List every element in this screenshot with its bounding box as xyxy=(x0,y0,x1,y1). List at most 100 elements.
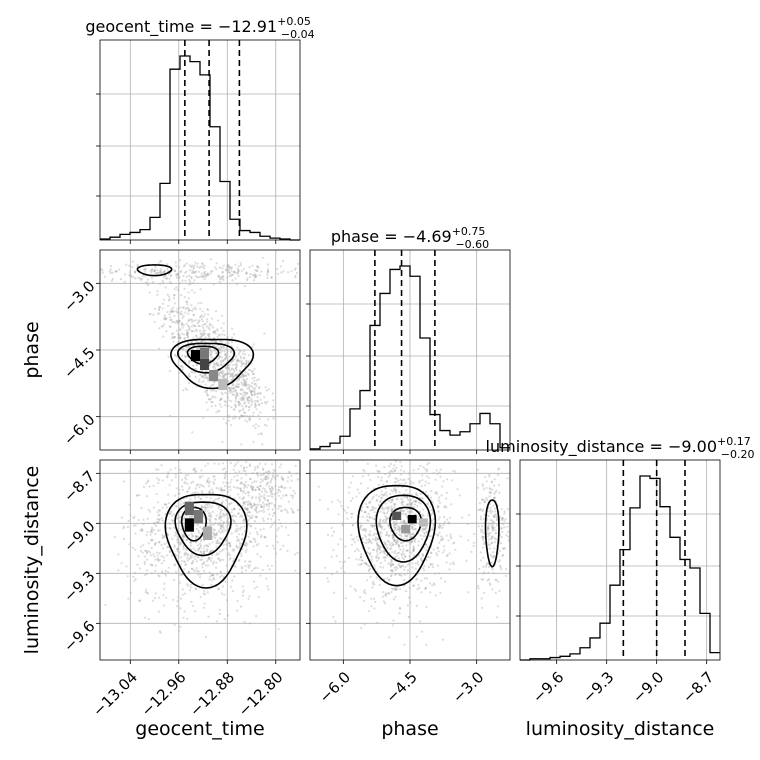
scatter-point xyxy=(262,468,265,471)
scatter-point xyxy=(192,604,195,608)
scatter-point xyxy=(376,547,379,550)
scatter-point xyxy=(220,501,223,505)
scatter-point xyxy=(243,401,247,404)
scatter-point xyxy=(359,527,362,530)
scatter-point xyxy=(198,486,201,489)
scatter-point xyxy=(160,325,163,328)
scatter-point xyxy=(193,291,196,294)
scatter-point xyxy=(431,565,434,569)
scatter-point xyxy=(247,597,250,600)
scatter-point xyxy=(238,376,241,379)
scatter-point xyxy=(417,515,420,518)
scatter-point xyxy=(364,530,367,533)
scatter-point xyxy=(196,544,200,547)
scatter-point xyxy=(273,505,276,508)
scatter-point xyxy=(178,320,181,323)
scatter-point xyxy=(206,318,209,321)
scatter-point xyxy=(212,531,215,534)
scatter-point xyxy=(393,539,396,542)
scatter-point xyxy=(269,494,272,497)
scatter-point xyxy=(245,362,248,365)
scatter-point xyxy=(181,535,184,538)
scatter-point xyxy=(476,585,479,588)
scatter-point xyxy=(260,534,263,537)
scatter-point xyxy=(494,532,497,535)
scatter-point xyxy=(160,271,163,274)
scatter-point xyxy=(366,515,369,518)
scatter-point xyxy=(461,516,464,519)
scatter-point xyxy=(199,576,202,579)
scatter-point xyxy=(389,548,392,551)
scatter-point xyxy=(503,520,506,523)
scatter-point xyxy=(217,529,220,533)
scatter-point xyxy=(247,409,250,412)
scatter-point xyxy=(383,549,386,552)
scatter-point xyxy=(373,532,376,535)
scatter-point xyxy=(159,631,162,634)
scatter-point xyxy=(230,406,233,409)
scatter-point xyxy=(123,480,126,483)
scatter-point xyxy=(183,560,186,563)
scatter-point xyxy=(498,550,501,553)
scatter-point xyxy=(163,314,167,317)
scatter-point xyxy=(402,548,405,551)
scatter-point xyxy=(257,542,260,546)
scatter-point xyxy=(395,588,398,591)
scatter-point xyxy=(193,264,196,267)
scatter-point xyxy=(387,500,391,503)
scatter-point xyxy=(267,418,270,421)
scatter-point xyxy=(277,272,280,275)
scatter-point xyxy=(183,554,186,557)
scatter-point xyxy=(396,539,399,542)
scatter-point xyxy=(243,374,246,377)
scatter-point xyxy=(161,302,164,305)
scatter-point xyxy=(157,313,160,316)
scatter-point xyxy=(191,560,195,563)
scatter-point xyxy=(191,492,194,495)
scatter-point xyxy=(228,271,231,274)
scatter-point xyxy=(211,401,214,404)
scatter-point xyxy=(390,591,393,594)
scatter-point xyxy=(242,398,245,402)
scatter-point xyxy=(430,551,433,554)
scatter-point xyxy=(384,506,388,509)
scatter-point xyxy=(232,271,235,274)
scatter-point xyxy=(230,360,233,363)
scatter-point xyxy=(479,559,483,562)
scatter-point xyxy=(204,564,207,567)
scatter-point xyxy=(186,559,189,562)
scatter-point xyxy=(219,345,223,348)
scatter-point xyxy=(186,330,189,333)
scatter-point xyxy=(160,543,163,547)
scatter-point xyxy=(154,542,157,545)
scatter-point xyxy=(486,518,489,521)
scatter-point xyxy=(240,443,243,446)
scatter-point xyxy=(159,268,162,271)
scatter-point xyxy=(392,536,395,540)
scatter-point xyxy=(186,332,189,335)
scatter-point xyxy=(374,600,377,604)
scatter-point xyxy=(248,418,251,421)
scatter-point xyxy=(182,535,185,539)
scatter-point xyxy=(176,605,179,608)
scatter-point xyxy=(167,566,170,569)
scatter-point xyxy=(206,333,209,336)
scatter-point xyxy=(222,370,225,373)
scatter-point xyxy=(163,534,166,538)
scatter-point xyxy=(186,557,189,560)
scatter-point xyxy=(191,561,194,565)
scatter-point xyxy=(266,564,269,568)
scatter-point xyxy=(255,408,258,411)
scatter-point xyxy=(388,579,391,582)
scatter-point xyxy=(186,388,189,391)
scatter-point xyxy=(270,564,273,567)
scatter-point xyxy=(208,558,211,561)
scatter-point xyxy=(248,463,252,466)
scatter-point xyxy=(431,584,434,587)
scatter-point xyxy=(203,550,206,553)
scatter-point xyxy=(476,486,479,489)
scatter-point xyxy=(364,561,367,564)
scatter-point xyxy=(196,276,199,279)
scatter-point xyxy=(233,548,236,551)
scatter-point xyxy=(287,500,290,503)
